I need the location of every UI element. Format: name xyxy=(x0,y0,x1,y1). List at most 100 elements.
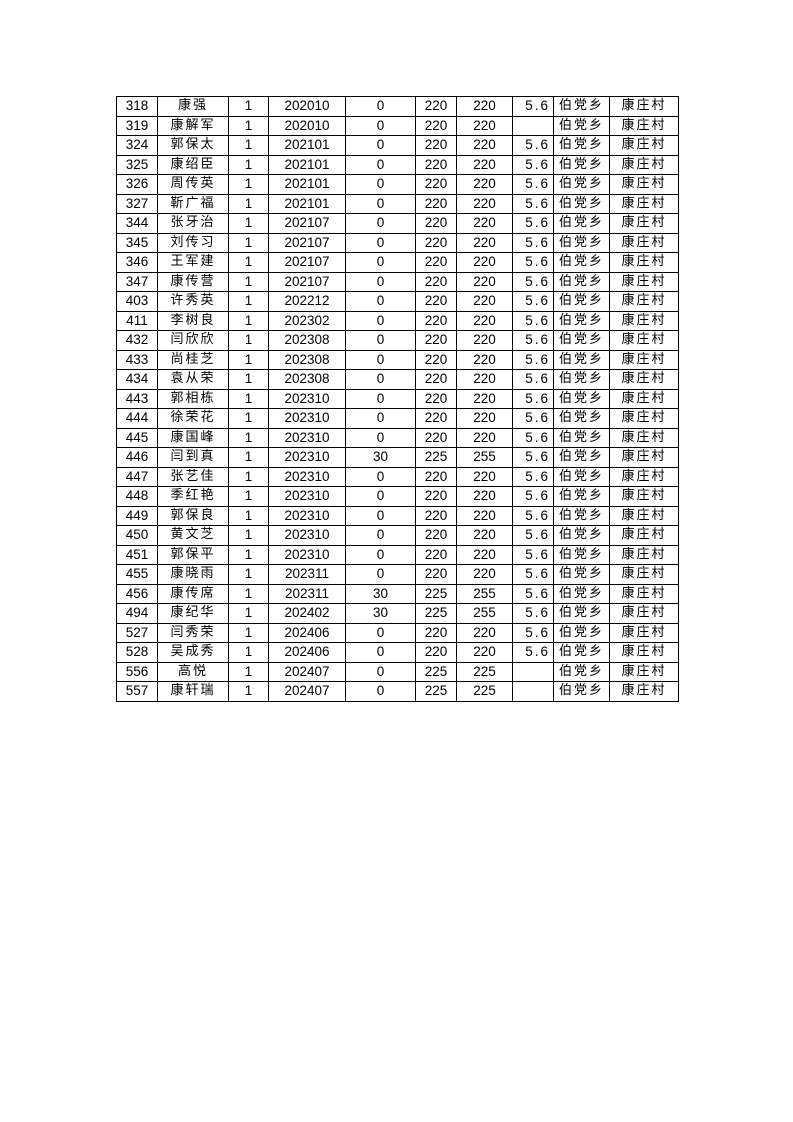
township-cell: 伯党乡 xyxy=(553,232,610,253)
township-cell: 伯党乡 xyxy=(553,661,610,682)
total-cell: 220 xyxy=(456,349,513,370)
rate-cell: 5.6 xyxy=(512,213,554,234)
id-cell: 318 xyxy=(116,96,158,117)
table-row: 411 李树良 1 202302 0 220 220 5.6 伯党乡 康庄村 xyxy=(116,310,679,331)
base-cell: 220 xyxy=(415,408,457,429)
id-cell: 433 xyxy=(116,349,158,370)
total-cell: 255 xyxy=(456,447,513,468)
table-row: 434 袁从荣 1 202308 0 220 220 5.6 伯党乡 康庄村 xyxy=(116,369,679,390)
village-cell: 康庄村 xyxy=(609,96,679,117)
month-cell: 202010 xyxy=(268,115,346,136)
township-cell: 伯党乡 xyxy=(553,427,610,448)
count-cell: 1 xyxy=(228,252,269,273)
id-cell: 455 xyxy=(116,564,158,585)
month-cell: 202310 xyxy=(268,525,346,546)
table-row: 432 闫欣欣 1 202308 0 220 220 5.6 伯党乡 康庄村 xyxy=(116,330,679,351)
total-cell: 220 xyxy=(456,310,513,331)
name-cell: 闫欣欣 xyxy=(157,330,229,351)
extra-cell: 0 xyxy=(345,544,416,565)
rate-cell: 5.6 xyxy=(512,96,554,117)
extra-cell: 0 xyxy=(345,505,416,526)
township-cell: 伯党乡 xyxy=(553,525,610,546)
rate-cell: 5.6 xyxy=(512,564,554,585)
count-cell: 1 xyxy=(228,388,269,409)
village-cell: 康庄村 xyxy=(609,115,679,136)
table-row: 556 高悦 1 202407 0 225 225 伯党乡 康庄村 xyxy=(116,661,679,682)
table-row: 327 靳广福 1 202101 0 220 220 5.6 伯党乡 康庄村 xyxy=(116,193,679,214)
township-cell: 伯党乡 xyxy=(553,447,610,468)
base-cell: 220 xyxy=(415,564,457,585)
name-cell: 郭相栋 xyxy=(157,388,229,409)
id-cell: 432 xyxy=(116,330,158,351)
month-cell: 202310 xyxy=(268,427,346,448)
count-cell: 1 xyxy=(228,408,269,429)
month-cell: 202101 xyxy=(268,154,346,175)
extra-cell: 0 xyxy=(345,427,416,448)
count-cell: 1 xyxy=(228,427,269,448)
table-row: 449 郭保良 1 202310 0 220 220 5.6 伯党乡 康庄村 xyxy=(116,505,679,526)
township-cell: 伯党乡 xyxy=(553,681,610,702)
township-cell: 伯党乡 xyxy=(553,115,610,136)
extra-cell: 0 xyxy=(345,174,416,195)
id-cell: 557 xyxy=(116,681,158,702)
name-cell: 康纪华 xyxy=(157,603,229,624)
village-cell: 康庄村 xyxy=(609,232,679,253)
village-cell: 康庄村 xyxy=(609,135,679,156)
village-cell: 康庄村 xyxy=(609,681,679,702)
month-cell: 202310 xyxy=(268,388,346,409)
village-cell: 康庄村 xyxy=(609,310,679,331)
township-cell: 伯党乡 xyxy=(553,310,610,331)
total-cell: 220 xyxy=(456,154,513,175)
total-cell: 220 xyxy=(456,408,513,429)
village-cell: 康庄村 xyxy=(609,193,679,214)
name-cell: 吴成秀 xyxy=(157,642,229,663)
table-row: 444 徐荣花 1 202310 0 220 220 5.6 伯党乡 康庄村 xyxy=(116,408,679,429)
table-row: 527 闫秀荣 1 202406 0 220 220 5.6 伯党乡 康庄村 xyxy=(116,622,679,643)
township-cell: 伯党乡 xyxy=(553,174,610,195)
count-cell: 1 xyxy=(228,447,269,468)
name-cell: 刘传习 xyxy=(157,232,229,253)
month-cell: 202107 xyxy=(268,271,346,292)
name-cell: 张艺佳 xyxy=(157,466,229,487)
month-cell: 202310 xyxy=(268,408,346,429)
base-cell: 225 xyxy=(415,447,457,468)
count-cell: 1 xyxy=(228,525,269,546)
base-cell: 220 xyxy=(415,174,457,195)
count-cell: 1 xyxy=(228,681,269,702)
total-cell: 220 xyxy=(456,271,513,292)
id-cell: 344 xyxy=(116,213,158,234)
count-cell: 1 xyxy=(228,603,269,624)
base-cell: 220 xyxy=(415,154,457,175)
total-cell: 220 xyxy=(456,544,513,565)
month-cell: 202010 xyxy=(268,96,346,117)
total-cell: 220 xyxy=(456,174,513,195)
count-cell: 1 xyxy=(228,564,269,585)
rate-cell: 5.6 xyxy=(512,642,554,663)
table-row: 445 康国峰 1 202310 0 220 220 5.6 伯党乡 康庄村 xyxy=(116,427,679,448)
total-cell: 220 xyxy=(456,427,513,448)
table-row: 528 吴成秀 1 202406 0 220 220 5.6 伯党乡 康庄村 xyxy=(116,642,679,663)
id-cell: 456 xyxy=(116,583,158,604)
base-cell: 220 xyxy=(415,466,457,487)
township-cell: 伯党乡 xyxy=(553,564,610,585)
total-cell: 220 xyxy=(456,135,513,156)
month-cell: 202310 xyxy=(268,486,346,507)
total-cell: 220 xyxy=(456,466,513,487)
rate-cell: 5.6 xyxy=(512,388,554,409)
extra-cell: 0 xyxy=(345,661,416,682)
id-cell: 450 xyxy=(116,525,158,546)
village-cell: 康庄村 xyxy=(609,369,679,390)
month-cell: 202402 xyxy=(268,603,346,624)
base-cell: 225 xyxy=(415,603,457,624)
name-cell: 黄文芝 xyxy=(157,525,229,546)
id-cell: 346 xyxy=(116,252,158,273)
name-cell: 闫秀荣 xyxy=(157,622,229,643)
total-cell: 220 xyxy=(456,486,513,507)
extra-cell: 30 xyxy=(345,603,416,624)
base-cell: 225 xyxy=(415,661,457,682)
id-cell: 319 xyxy=(116,115,158,136)
extra-cell: 0 xyxy=(345,369,416,390)
total-cell: 220 xyxy=(456,505,513,526)
name-cell: 季红艳 xyxy=(157,486,229,507)
township-cell: 伯党乡 xyxy=(553,505,610,526)
